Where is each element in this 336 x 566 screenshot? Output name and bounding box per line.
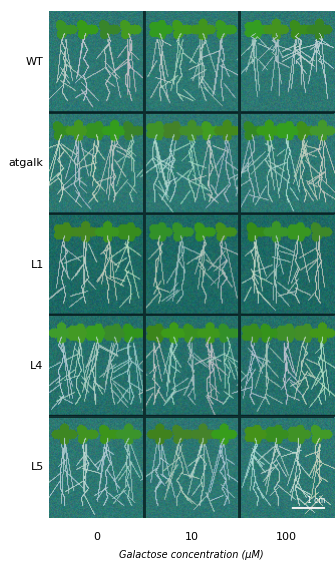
Text: L4: L4 bbox=[30, 361, 44, 371]
Text: 100: 100 bbox=[276, 532, 297, 542]
Text: L5: L5 bbox=[31, 462, 44, 472]
Text: Galactose concentration (µM): Galactose concentration (µM) bbox=[119, 550, 264, 560]
Text: 10: 10 bbox=[184, 532, 199, 542]
Text: L1: L1 bbox=[31, 260, 44, 269]
Text: 1 cm: 1 cm bbox=[307, 496, 326, 505]
Text: atgalk: atgalk bbox=[9, 158, 44, 168]
Text: 0: 0 bbox=[93, 532, 100, 542]
Text: WT: WT bbox=[26, 57, 44, 67]
